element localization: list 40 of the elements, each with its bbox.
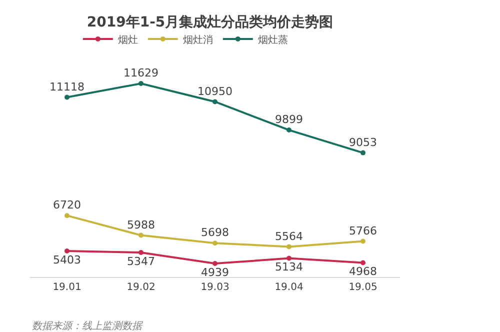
point	[64, 248, 70, 254]
data-label: 6720	[53, 198, 81, 212]
x-tick-label: 19.02	[126, 282, 156, 293]
data-label: 11118	[50, 80, 84, 94]
point	[212, 240, 218, 246]
point	[360, 260, 366, 266]
x-tick-label: 19.03	[200, 282, 230, 293]
point	[138, 80, 144, 86]
point	[138, 232, 144, 238]
data-label: 5347	[127, 254, 155, 268]
legend-label: 烟灶	[118, 34, 138, 46]
data-label: 5766	[349, 224, 377, 238]
point	[286, 128, 292, 133]
data-label: 4968	[349, 265, 377, 278]
x-tick-label: 19.04	[274, 282, 304, 293]
point	[212, 261, 218, 266]
point	[286, 244, 292, 250]
data-label: 5403	[53, 253, 81, 266]
point	[286, 256, 292, 261]
x-tick-label: 19.05	[348, 282, 378, 293]
source-note: 数据来源：线上监测数据	[32, 320, 143, 332]
data-label: 5564	[275, 230, 303, 243]
data-label: 11629	[124, 66, 158, 80]
point	[212, 99, 218, 104]
x-tick-label: 19.01	[52, 282, 82, 293]
data-label: 4939	[201, 266, 229, 279]
data-label: 5134	[275, 260, 303, 274]
point	[64, 94, 70, 100]
legend-label: 烟灶蒸	[258, 34, 288, 46]
data-label: 10950	[198, 84, 232, 98]
data-label: 5698	[201, 226, 229, 240]
point	[360, 150, 366, 156]
data-label: 5988	[127, 218, 155, 232]
legend-label: 烟灶消	[182, 34, 213, 46]
data-label: 9899	[275, 113, 303, 126]
chart-title: 2019年1-5月集成灶分品类均价走势图	[86, 14, 334, 30]
data-label: 9053	[349, 136, 377, 149]
point	[138, 250, 144, 256]
point	[360, 238, 366, 244]
point	[64, 213, 70, 218]
